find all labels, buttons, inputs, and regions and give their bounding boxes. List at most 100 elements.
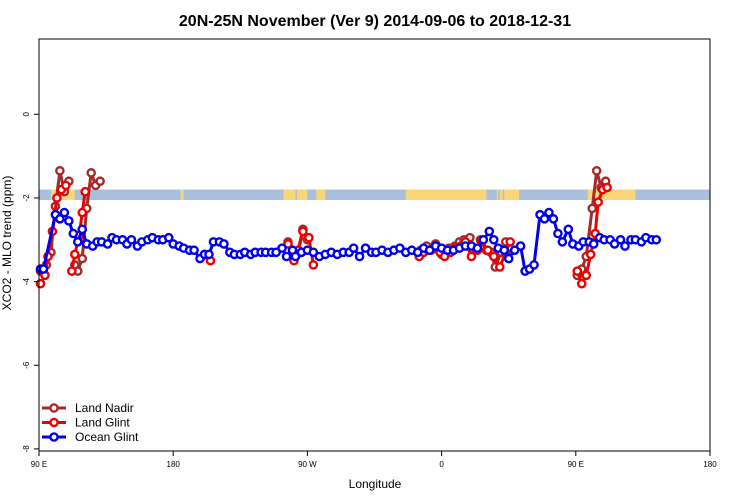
data-point <box>615 234 626 245</box>
x-tick-label: 90 E <box>31 460 47 469</box>
data-point <box>515 241 526 251</box>
plot-area <box>35 38 711 452</box>
data-point <box>505 237 515 247</box>
legend-marker <box>49 403 59 413</box>
data-point <box>72 237 83 247</box>
data-point <box>354 251 365 262</box>
series-layer <box>35 165 662 289</box>
x-tick-label: 90 E <box>568 460 584 469</box>
map-land-area <box>587 189 636 201</box>
data-point <box>55 214 65 224</box>
map-land-area <box>316 189 326 201</box>
data-point <box>348 243 359 253</box>
data-point <box>277 243 287 253</box>
data-point <box>59 207 70 218</box>
y-axis-label: XCO2 - MLO trend (ppm) <box>0 176 14 311</box>
data-point <box>581 270 592 281</box>
map-land-area <box>499 189 503 201</box>
x-tick-label: 90 W <box>298 460 317 469</box>
y-tick-label: -6 <box>22 361 31 369</box>
data-point <box>304 232 314 243</box>
data-point <box>572 266 583 276</box>
y-tick-label: -8 <box>22 445 31 453</box>
data-point <box>484 226 495 237</box>
data-point <box>68 228 79 239</box>
data-point <box>95 176 105 187</box>
data-point <box>587 203 598 214</box>
plot-frame <box>38 38 711 452</box>
x-tick-label: 180 <box>167 460 181 469</box>
data-point <box>219 239 229 249</box>
legend-item: Land Glint <box>42 416 130 430</box>
data-point <box>77 253 88 264</box>
data-point <box>126 234 137 245</box>
data-point <box>61 180 71 191</box>
map-ocean-band <box>39 189 710 201</box>
data-point <box>77 207 88 218</box>
data-point <box>503 253 514 264</box>
data-point <box>593 197 603 207</box>
data-point <box>548 214 559 224</box>
data-point <box>69 249 80 260</box>
data-point <box>478 234 489 245</box>
data-point <box>539 214 550 224</box>
data-point <box>86 168 96 178</box>
data-point <box>472 243 483 253</box>
data-point <box>281 251 292 262</box>
data-point <box>529 260 539 270</box>
map-land-area <box>296 189 308 201</box>
map-land-area <box>283 189 296 201</box>
data-point <box>80 186 91 197</box>
legend-item: Land Nadir <box>42 401 134 415</box>
map-land-area <box>504 189 520 201</box>
y-tick-label: 0 <box>22 112 31 117</box>
data-point <box>563 224 574 235</box>
data-point <box>67 266 77 276</box>
data-point <box>620 241 630 251</box>
data-point <box>499 245 510 256</box>
data-point <box>588 239 599 249</box>
legend-label: Land Glint <box>75 416 130 430</box>
data-point <box>64 216 74 226</box>
x-axis-label: Longitude <box>349 477 402 491</box>
data-point <box>163 232 174 243</box>
data-point <box>308 260 319 270</box>
data-point <box>557 237 568 247</box>
chart-title: 20N-25N November (Ver 9) 2014-09-06 to 2… <box>179 13 571 30</box>
data-point <box>488 234 499 245</box>
data-point <box>52 193 62 203</box>
data-point <box>553 228 563 239</box>
data-point <box>38 264 49 274</box>
map-land-area <box>405 189 487 201</box>
legend-item: Ocean Glint <box>42 430 139 444</box>
data-point <box>55 165 65 176</box>
data-point <box>77 224 88 235</box>
data-point <box>576 278 587 289</box>
map-land-area <box>180 189 184 201</box>
legend-marker <box>49 432 59 442</box>
data-point <box>102 239 113 249</box>
data-point <box>466 251 477 262</box>
data-point <box>602 182 612 193</box>
data-point <box>483 245 493 256</box>
series-ocean-glint <box>35 207 662 276</box>
x-tick-label: 180 <box>703 460 717 469</box>
data-point <box>494 262 505 272</box>
y-tick-label: -4 <box>22 277 31 285</box>
data-point <box>488 251 499 262</box>
data-point <box>298 226 308 237</box>
x-tick-label: 0 <box>439 460 444 469</box>
x-axis: 90 E 180 90 W 0 90 E 180 <box>31 451 717 469</box>
y-tick-label: -2 <box>22 194 31 202</box>
legend-label: Ocean Glint <box>75 430 139 444</box>
data-point <box>585 249 596 260</box>
legend-marker <box>49 417 59 428</box>
legend-label: Land Nadir <box>75 401 134 415</box>
map-land-area <box>496 189 499 201</box>
data-point <box>651 234 662 245</box>
data-point <box>204 249 214 260</box>
data-point <box>591 165 602 176</box>
data-point <box>544 207 554 218</box>
